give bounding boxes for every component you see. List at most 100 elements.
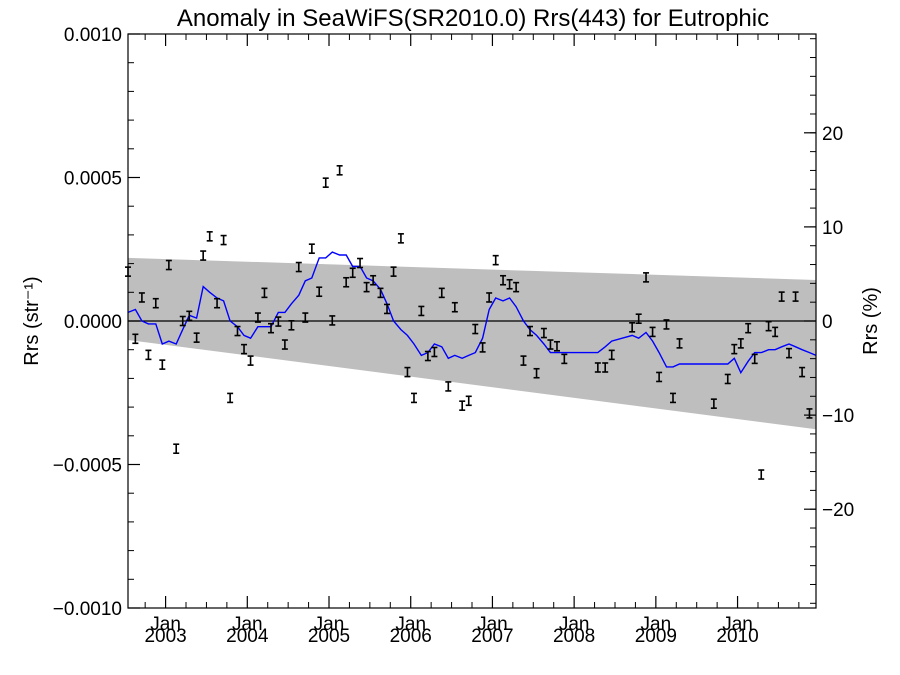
data-point	[159, 359, 166, 370]
data-point	[247, 355, 254, 366]
data-point	[165, 259, 172, 271]
data-point	[799, 366, 806, 378]
data-point	[343, 276, 350, 288]
y2-tick-label: 20	[822, 124, 843, 145]
data-point	[357, 257, 364, 269]
data-point	[138, 292, 145, 303]
data-point	[772, 326, 779, 338]
data-point	[602, 362, 609, 373]
uncertainty-band	[128, 257, 816, 430]
data-point	[295, 261, 302, 273]
data-point	[778, 291, 785, 302]
data-point	[792, 291, 799, 302]
x-tick-month-label: Jan	[477, 614, 508, 635]
data-point	[363, 281, 370, 293]
data-point	[629, 322, 636, 333]
data-point	[234, 325, 241, 337]
y-tick-label: 0.0010	[64, 25, 122, 46]
data-point	[547, 339, 554, 350]
x-tick-year-label: 2008	[553, 626, 595, 647]
data-point	[486, 292, 493, 303]
data-point	[472, 323, 479, 335]
data-point	[308, 243, 315, 254]
data-point	[377, 287, 384, 299]
data-point	[806, 408, 813, 419]
data-point	[540, 327, 547, 339]
x-tick-month-label: Jan	[722, 614, 753, 635]
data-point	[643, 272, 650, 283]
data-point	[370, 274, 377, 286]
data-point	[288, 320, 295, 331]
data-point	[710, 398, 717, 409]
y-axis-title-right: Rrs (%)	[860, 287, 882, 355]
x-tick-year-label: 2005	[308, 626, 350, 647]
data-point	[275, 316, 282, 327]
data-point	[724, 373, 731, 385]
x-tick-month-label: Jan	[150, 614, 181, 635]
data-point	[451, 301, 458, 313]
y-tick-label: 0.0005	[64, 169, 122, 190]
data-point	[513, 281, 520, 293]
data-point	[227, 392, 234, 404]
x-tick-year-label: 2006	[390, 626, 432, 647]
x-tick-month-label: Jan	[314, 614, 345, 635]
data-point	[322, 177, 329, 188]
x-tick-year-label: 2007	[471, 626, 513, 647]
data-point	[594, 362, 601, 373]
data-point	[193, 332, 200, 343]
data-point	[758, 469, 765, 480]
data-point	[214, 297, 221, 309]
y-tick-label: 0.0000	[64, 312, 122, 333]
data-point	[737, 338, 744, 349]
y2-tick-label: 10	[822, 218, 843, 239]
x-tick-month-label: Jan	[395, 614, 426, 635]
data-point	[649, 326, 656, 338]
data-point	[186, 310, 193, 322]
x-tick-year-label: 2004	[226, 626, 269, 647]
data-point	[533, 367, 540, 379]
data-point	[390, 266, 397, 277]
data-point	[206, 231, 213, 242]
data-point	[459, 400, 466, 411]
data-point	[608, 349, 615, 361]
data-point	[241, 343, 248, 355]
x-tick-year-label: 2003	[144, 626, 186, 647]
y-tick-label: −0.0005	[53, 456, 122, 477]
data-point	[656, 371, 663, 383]
data-point	[145, 349, 152, 361]
data-point	[200, 250, 207, 261]
data-point	[553, 340, 560, 352]
x-tick-month-label: Jan	[641, 614, 672, 635]
data-point	[745, 322, 752, 334]
data-point	[676, 338, 683, 349]
data-point	[751, 353, 758, 365]
data-point	[329, 315, 336, 326]
data-point	[663, 319, 670, 330]
data-point	[302, 312, 309, 323]
data-point	[731, 343, 738, 355]
data-point	[173, 443, 180, 455]
data-point	[765, 320, 772, 332]
data-point	[431, 346, 438, 358]
data-point	[561, 353, 568, 365]
data-point	[220, 234, 227, 246]
x-tick-month-label: Jan	[232, 614, 263, 635]
data-point	[445, 381, 452, 392]
data-point	[281, 339, 288, 350]
data-point	[492, 254, 499, 266]
y-tick-label: −0.0010	[53, 599, 122, 620]
data-point	[465, 395, 472, 407]
plot-area	[125, 165, 817, 480]
x-tick-year-label: 2009	[635, 626, 677, 647]
data-point	[479, 342, 486, 353]
data-point	[261, 287, 268, 299]
data-point	[254, 312, 261, 323]
data-point	[152, 297, 159, 309]
x-tick-year-label: 2010	[716, 626, 758, 647]
data-point	[786, 347, 793, 359]
data-point	[500, 274, 507, 286]
data-point	[424, 350, 431, 362]
data-point	[349, 267, 356, 279]
data-point	[670, 392, 677, 404]
data-point	[179, 315, 186, 327]
